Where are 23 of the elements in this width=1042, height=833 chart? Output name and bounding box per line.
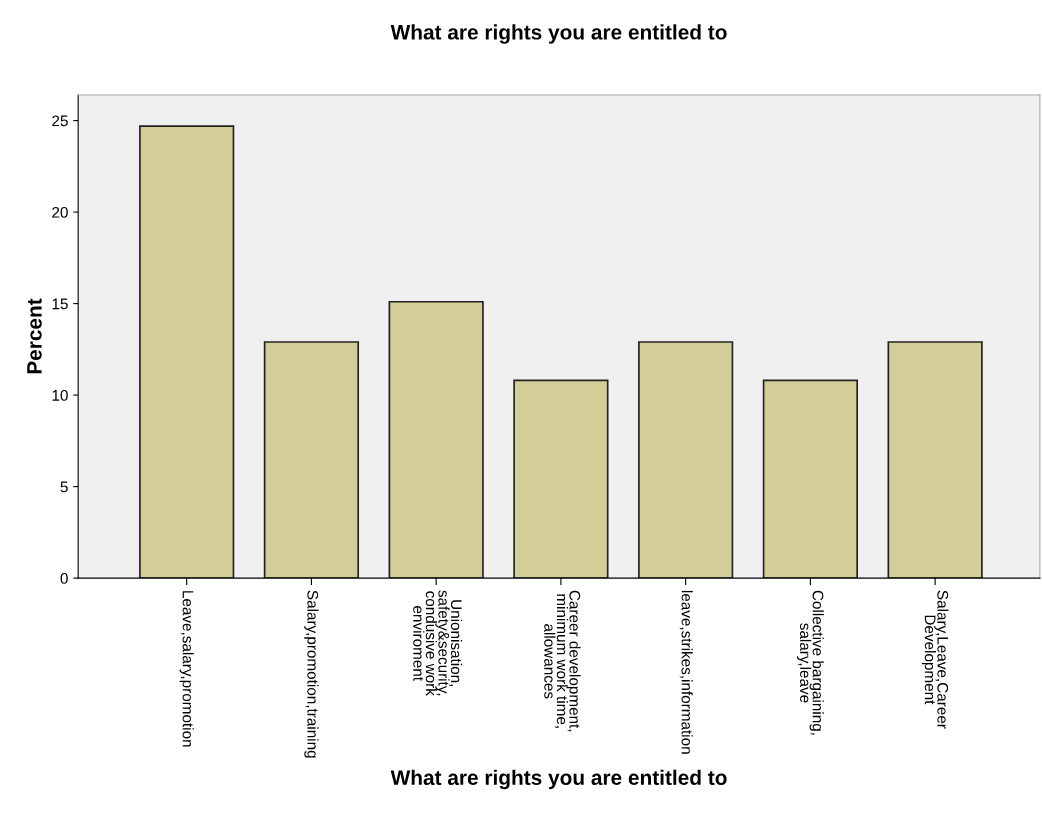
x-tick-label: Unionisation, safety&security, condusive work enviroment	[413, 590, 463, 696]
x-tick-label: Leave,salary,promotion	[179, 591, 194, 747]
y-tick-label: 15	[52, 298, 68, 310]
y-tick-label: 25	[52, 115, 68, 127]
x-axis-title: What are rights you are entitled to	[390, 769, 727, 790]
y-tick-label: 0	[60, 572, 68, 584]
bar	[263, 341, 360, 579]
bar	[388, 300, 484, 579]
x-tick-label: Career development, minimum work time, allowances	[544, 590, 581, 732]
x-tick-label: Salary,Leave,Career Development	[921, 590, 949, 729]
y-tick-label: 20	[52, 206, 68, 218]
bar	[887, 341, 983, 579]
x-tick-label: Salary,promotion,training	[304, 590, 319, 758]
bar	[762, 379, 859, 579]
chart-title: What are rights you are entitled to	[390, 24, 727, 44]
y-tick-label: 10	[52, 389, 68, 401]
y-axis-title: Percent	[27, 298, 42, 374]
x-tick-label: Collective bargaining, salary,leave	[796, 590, 824, 735]
bar	[139, 125, 235, 579]
bar	[513, 379, 609, 579]
bar	[638, 341, 734, 579]
y-tick-label: 5	[60, 481, 68, 493]
x-tick-label: leave,strikes,information	[679, 590, 693, 754]
